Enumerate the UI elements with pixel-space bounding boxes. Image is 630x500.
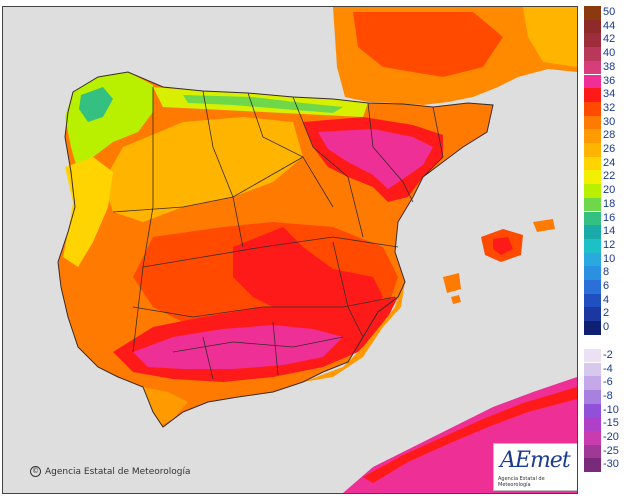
legend-swatch (584, 47, 601, 61)
legend-swatch (584, 60, 601, 75)
legend-label: -6 (603, 376, 613, 389)
legend-label: 42 (603, 33, 616, 46)
cadiz-coast-mild (143, 387, 188, 425)
legend-label: -20 (603, 431, 619, 443)
legend-label: 26 (603, 143, 616, 155)
legend-swatch (584, 170, 601, 185)
legend-swatch (584, 417, 601, 431)
legend-label: 24 (603, 156, 616, 169)
legend-swatch (584, 184, 601, 198)
legend-label: -10 (603, 403, 619, 416)
north-africa-hot-edge (363, 387, 577, 483)
legend-label: 12 (603, 238, 616, 251)
legend-swatch (584, 293, 601, 308)
legend-label: -25 (603, 444, 619, 457)
legend-swatch (584, 403, 601, 418)
legend-swatch (584, 280, 601, 294)
legend-swatch (584, 362, 601, 377)
legend-swatch (584, 252, 601, 267)
legend-label: 38 (603, 60, 616, 73)
map-canvas (57, 7, 577, 493)
legend-label: 30 (603, 115, 616, 128)
south-east-coast-mild (303, 282, 405, 382)
france-hot-patch (353, 12, 503, 77)
legend-swatch (584, 101, 601, 116)
guadalquivir-very-hot (133, 325, 343, 369)
temperature-map[interactable]: AEmet Agencia Estatal de Meteorología (2, 6, 578, 494)
legend-label: 6 (603, 280, 610, 292)
aemet-logo: AEmet Agencia Estatal de Meteorología (493, 443, 577, 491)
legend-swatch (584, 444, 601, 459)
legend-swatch (584, 458, 601, 473)
legend-swatch (584, 389, 601, 404)
legend-label: -2 (603, 348, 613, 361)
legend-label: 10 (603, 252, 616, 265)
legend-swatch (584, 88, 601, 102)
legend-swatch (584, 19, 601, 34)
legend-label: 2 (603, 307, 610, 320)
cantabria-green-strip (183, 95, 343, 113)
legend-label: 28 (603, 129, 616, 142)
legend-label: -30 (603, 458, 619, 471)
legend-label: -15 (603, 417, 619, 430)
legend-swatch (584, 211, 601, 226)
copyright-icon: © (30, 466, 41, 477)
legend-label: 18 (603, 197, 616, 210)
france-east-mild (523, 7, 577, 67)
legend-swatch (584, 431, 601, 445)
legend-label: 50 (603, 6, 616, 18)
legend-label: 4 (603, 293, 610, 306)
legend-swatch (584, 143, 601, 157)
west-coast-mild (63, 157, 113, 267)
aemet-logo-name: AEmet (500, 448, 571, 473)
legend-swatch (584, 266, 601, 280)
peninsula-outline (57, 71, 494, 428)
galicia-cold-spot (79, 87, 113, 122)
legend-swatch (584, 74, 601, 89)
legend-label: 8 (603, 266, 610, 279)
legend-swatch (584, 156, 601, 171)
ebro-valley-very-hot (318, 129, 433, 189)
legend-label: 20 (603, 184, 616, 197)
legend-label: 34 (603, 88, 616, 101)
legend-label: 16 (603, 211, 616, 224)
menorca-island (533, 219, 555, 232)
legend-label: 40 (603, 47, 616, 60)
regional-borders (112, 87, 444, 380)
legend-swatch (584, 197, 601, 212)
legend-swatch (584, 321, 601, 335)
legend-swatch (584, 307, 601, 322)
temperature-legend: 50 44 42 40 38 36 34 32 30 28 26 24 22 20 18 16 14 12 10 8 6… (584, 6, 630, 492)
legend-label: 44 (603, 19, 616, 32)
legend-swatch (584, 376, 601, 390)
mallorca-hot-core (493, 237, 513, 255)
legend-label: 32 (603, 101, 616, 114)
legend-label: -8 (603, 389, 613, 402)
ibiza-island (443, 273, 461, 293)
legend-swatch (584, 348, 601, 363)
legend-label: 22 (603, 170, 616, 183)
formentera-island (451, 295, 461, 304)
legend-swatch (584, 115, 601, 130)
legend-label: -4 (603, 362, 613, 375)
legend-swatch (584, 238, 601, 253)
legend-swatch (584, 129, 601, 143)
legend-swatch (584, 33, 601, 48)
tagus-very-hot (233, 227, 383, 322)
copyright-notice: © Agencia Estatal de Meteorología (30, 466, 191, 477)
legend-label: 36 (603, 74, 616, 87)
copyright-text: Agencia Estatal de Meteorología (45, 467, 191, 477)
legend-label: 14 (603, 225, 616, 238)
legend-swatch (584, 6, 601, 20)
legend-label: 0 (603, 321, 610, 334)
aemet-logo-subtitle: Agencia Estatal de Meteorología (498, 476, 545, 488)
legend-swatch (584, 225, 601, 239)
